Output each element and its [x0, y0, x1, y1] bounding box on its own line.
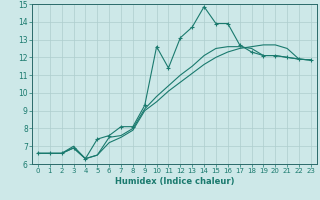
- X-axis label: Humidex (Indice chaleur): Humidex (Indice chaleur): [115, 177, 234, 186]
